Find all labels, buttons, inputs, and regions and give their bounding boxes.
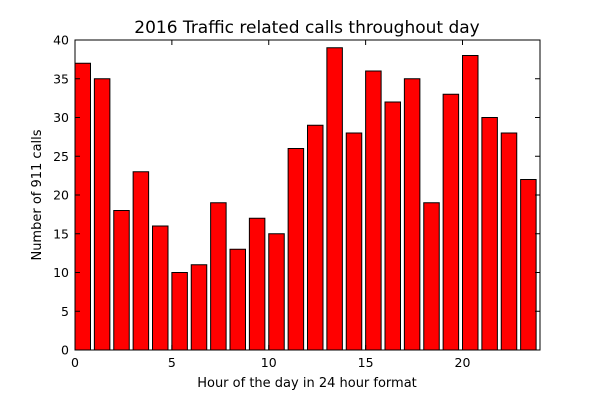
bar-hour-23 [520, 179, 537, 351]
y-tick-label: 0 [61, 343, 69, 358]
bar-hour-15 [365, 70, 382, 351]
bar-hour-14 [345, 132, 363, 351]
bar-hour-11 [287, 148, 305, 351]
bar-hour-17 [403, 78, 421, 351]
bar-hour-4 [152, 225, 169, 351]
bar-hour-3 [132, 171, 150, 351]
x-tick-label: 20 [455, 355, 471, 370]
ticks-group: 0 5 10 15 20 0 5 10 15 20 25 30 35 40 [53, 33, 540, 370]
bar-hour-5 [171, 272, 188, 351]
bar-hour-2 [113, 210, 130, 351]
bar-hour-21 [481, 117, 498, 351]
bars-group [74, 47, 537, 351]
bar-hour-22 [500, 132, 518, 351]
y-tick-label: 35 [53, 71, 69, 86]
y-tick-label: 30 [53, 110, 69, 125]
bar-hour-0 [74, 62, 91, 351]
bar-hour-6 [190, 264, 208, 351]
x-tick-label: 15 [358, 355, 374, 370]
bar-hour-8 [229, 248, 246, 351]
bar-hour-9 [248, 217, 266, 351]
bar-hour-20 [462, 55, 479, 351]
y-tick-label: 40 [53, 33, 69, 48]
bar-hour-10 [268, 233, 285, 351]
y-axis-label: Number of 911 calls [30, 129, 45, 260]
bar-hour-1 [93, 78, 111, 351]
plot-frame [74, 39, 541, 351]
x-tick-label: 5 [168, 355, 176, 370]
x-axis-label: Hour of the day in 24 hour format [197, 376, 417, 391]
bar-hour-19 [442, 93, 460, 351]
bar-hour-18 [423, 202, 440, 351]
bar-hour-16 [384, 101, 401, 351]
y-tick-label: 20 [53, 188, 69, 203]
bar-hour-13 [326, 47, 343, 351]
chart-title: 2016 Traffic related calls throughout da… [134, 18, 479, 38]
x-tick-label: 0 [71, 355, 79, 370]
y-tick-label: 5 [61, 304, 69, 319]
y-tick-label: 25 [53, 149, 69, 164]
bar-hour-12 [307, 124, 324, 351]
x-tick-label: 10 [261, 355, 277, 370]
y-tick-label: 15 [53, 226, 69, 241]
y-tick-label: 10 [53, 265, 69, 280]
bar-hour-7 [210, 202, 227, 351]
